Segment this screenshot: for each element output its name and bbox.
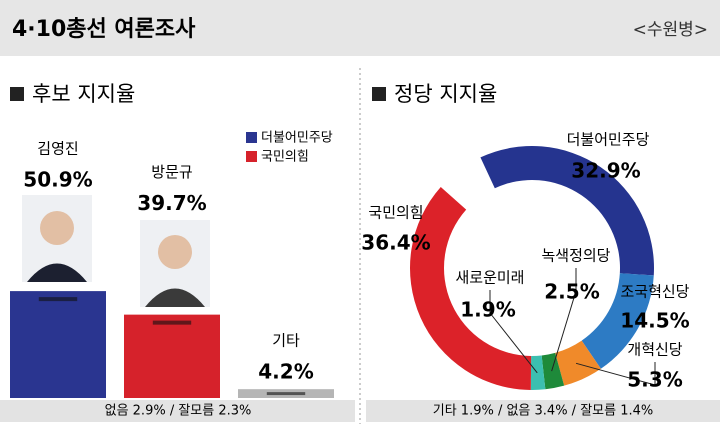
bullet bbox=[372, 87, 386, 101]
bullet bbox=[10, 87, 24, 101]
value-label: 1.9% bbox=[460, 298, 515, 322]
legend-label: 국민의힘 bbox=[261, 150, 309, 165]
photo bbox=[22, 195, 92, 282]
note-bar bbox=[366, 400, 720, 422]
panel-title: 정당 지지율 bbox=[394, 82, 497, 106]
note: 기타 1.9% / 없음 3.4% / 잘모름 1.4% bbox=[433, 404, 654, 419]
leader-line bbox=[551, 268, 577, 372]
value-label: 39.7% bbox=[137, 191, 206, 215]
legend-swatch bbox=[246, 132, 257, 143]
legend-label: 더불어민주당 bbox=[261, 131, 333, 146]
leader-line bbox=[575, 362, 656, 386]
donut-segment bbox=[541, 352, 565, 390]
ballot-box bbox=[10, 291, 106, 398]
legend-swatch bbox=[246, 151, 257, 162]
donut-segment bbox=[530, 355, 546, 390]
note-bar bbox=[0, 400, 355, 422]
value-label: 50.9% bbox=[23, 168, 92, 192]
panel-title: 후보 지지율 bbox=[32, 82, 135, 106]
header-region: <수원병> bbox=[633, 20, 708, 40]
party-name: 녹색정의당 bbox=[541, 247, 610, 265]
ballot-slot bbox=[38, 297, 78, 302]
donut-segment bbox=[581, 273, 654, 369]
donut-segment bbox=[409, 187, 532, 390]
value-label: 32.9% bbox=[571, 159, 640, 183]
ballot-slot bbox=[266, 392, 306, 396]
value-label: 14.5% bbox=[620, 309, 689, 333]
ballot-box bbox=[124, 314, 220, 398]
header-title: 4·10총선 여론조사 bbox=[12, 17, 196, 42]
party-name: 새로운미래 bbox=[455, 269, 524, 287]
party-name: 개혁신당 bbox=[627, 341, 682, 359]
note: 없음 2.9% / 잘모름 2.3% bbox=[105, 404, 252, 419]
candidate-name: 기타 bbox=[272, 332, 300, 350]
party-name: 국민의힘 bbox=[368, 204, 423, 222]
candidate-name: 방문규 bbox=[151, 163, 192, 181]
donut-segment bbox=[480, 146, 654, 276]
value-label: 5.3% bbox=[627, 368, 682, 392]
value-label: 2.5% bbox=[544, 280, 599, 304]
photo bbox=[140, 220, 210, 307]
candidate-name: 김영진 bbox=[37, 140, 78, 158]
header-bar bbox=[0, 0, 720, 56]
leader-line bbox=[489, 290, 538, 374]
party-name: 조국혁신당 bbox=[620, 283, 689, 301]
ballot-slot bbox=[152, 320, 192, 325]
party-name: 더불어민주당 bbox=[567, 131, 650, 149]
donut-segment bbox=[555, 340, 601, 386]
value-label: 36.4% bbox=[361, 231, 430, 255]
value-label: 4.2% bbox=[258, 360, 313, 384]
